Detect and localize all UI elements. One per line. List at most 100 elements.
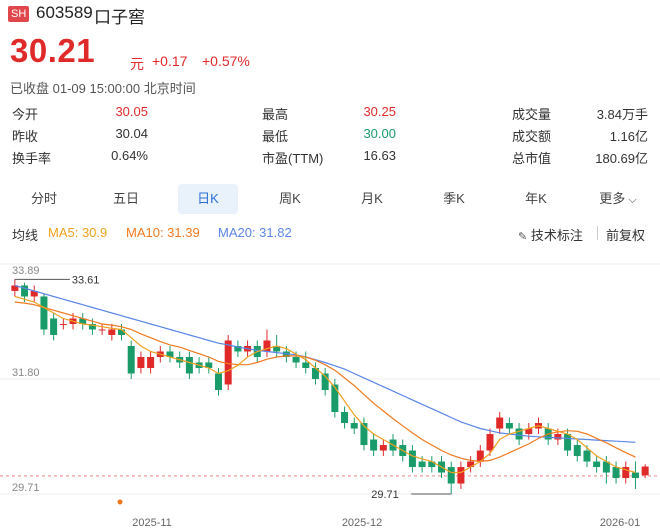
stat-label: 总市值	[512, 151, 552, 166]
indicator-button[interactable]: ✎ 技术标注	[518, 225, 583, 244]
candle-body	[321, 373, 329, 391]
adjust-button[interactable]: 前复权	[606, 228, 646, 243]
y-tick-label: 33.89	[12, 265, 40, 277]
candle-body	[379, 445, 387, 451]
candle-body	[564, 434, 572, 451]
tab-label: 月K	[361, 191, 383, 206]
stat-label: 最高	[262, 107, 289, 122]
candle-body	[11, 285, 19, 291]
kline-chart[interactable]: 33.89 31.80 29.71 33.61 29.71 2025-11 2025-12 2…	[0, 252, 660, 532]
tab-2[interactable]: 日K	[178, 184, 238, 214]
candle-body	[641, 466, 649, 476]
candle-body	[573, 445, 581, 457]
candle-body	[137, 356, 145, 368]
stat-label: 最低	[262, 129, 289, 144]
candle-body	[98, 329, 106, 331]
candle-body	[350, 423, 358, 429]
tab-label: 更多	[599, 191, 626, 206]
stat-label: 成交额	[512, 129, 552, 144]
price-change-pct: +0.57%	[202, 53, 250, 69]
tab-4[interactable]: 月K	[342, 184, 402, 214]
y-tick-label: 29.71	[12, 482, 40, 494]
candle-body	[214, 373, 222, 391]
candle-body	[108, 329, 116, 335]
candle-body	[583, 450, 591, 462]
stock-code: 603589	[36, 3, 93, 22]
candle-body	[292, 356, 300, 363]
candle-body	[360, 423, 368, 446]
tab-label: 五日	[112, 191, 139, 206]
candle-body	[79, 318, 87, 324]
tab-3[interactable]: 周K	[260, 184, 320, 214]
event-marker-dot	[117, 499, 123, 505]
candle-body	[234, 345, 242, 352]
candle-body	[486, 434, 494, 451]
candle-body	[631, 472, 639, 479]
x-tick-label: 2025-11	[132, 517, 172, 529]
x-tick-label: 2025-12	[342, 517, 382, 529]
stat-label: 市盈(TTM)	[262, 151, 324, 166]
tab-label: 年K	[525, 191, 547, 206]
candle-body	[622, 467, 630, 479]
candle-body	[147, 356, 155, 368]
stat-label: 今开	[12, 107, 39, 122]
candle-body	[302, 362, 310, 368]
candle-body	[30, 290, 38, 297]
candle-body	[127, 345, 135, 374]
candle-body	[467, 461, 475, 468]
tab-7[interactable]: 更多 ⌵	[588, 184, 648, 214]
candle-body	[593, 461, 601, 468]
candle-body	[166, 351, 174, 357]
stat-value: 30.00	[363, 126, 396, 141]
y-tick-label: 31.80	[12, 367, 40, 379]
tab-0[interactable]: 分时	[14, 184, 74, 214]
ma-legend-label: 均线	[12, 228, 39, 243]
candle-body	[515, 428, 523, 440]
candle-body	[311, 367, 319, 379]
candle-body	[408, 450, 416, 468]
candle-body	[602, 461, 610, 473]
market-status: 已收盘 01-09 15:00:00 北京时间	[10, 81, 196, 96]
tab-5[interactable]: 季K	[424, 184, 484, 214]
candle-body	[205, 362, 213, 368]
chevron-down-icon: ⌵	[625, 194, 637, 206]
candle-body	[263, 340, 271, 352]
candle-body	[476, 450, 484, 462]
candle-body	[273, 345, 281, 352]
candle-body	[341, 412, 349, 424]
stat-label: 换手率	[12, 151, 52, 166]
market-badge: SH	[8, 6, 30, 22]
candle-body	[428, 461, 436, 468]
ma20-line	[14, 284, 636, 443]
stat-label: 成交量	[512, 107, 552, 122]
tab-label: 分时	[30, 191, 57, 206]
candle-body	[40, 296, 48, 330]
stat-value: 180.69亿	[595, 151, 648, 166]
ma10-line	[14, 301, 636, 463]
stat-value: 3.84万手	[596, 107, 648, 122]
candle-body	[59, 323, 67, 325]
candle-body	[505, 423, 513, 429]
indicator-label: 技术标注	[530, 228, 583, 243]
high-annotation: 33.61	[72, 274, 100, 286]
x-tick-label: 2026-01	[600, 517, 640, 529]
stat-value: 30.04	[115, 126, 148, 141]
tab-1[interactable]: 五日	[96, 184, 156, 214]
candle-body	[370, 439, 378, 451]
price-change: +0.17	[152, 53, 188, 69]
candle-body	[118, 329, 126, 335]
candle-body	[457, 467, 465, 484]
pen-icon: ✎	[518, 231, 528, 243]
candle-body	[525, 428, 533, 435]
ma5-legend: MA5: 30.9	[48, 225, 108, 240]
ma20-legend: MA20: 31.82	[218, 225, 292, 240]
candle-body	[50, 318, 58, 335]
stat-value: 1.16亿	[609, 129, 648, 144]
ma5-line	[14, 295, 636, 474]
stat-value: 30.05	[115, 104, 148, 119]
tab-6[interactable]: 年K	[506, 184, 566, 214]
stock-name: 口子窖	[94, 8, 145, 27]
ma10-legend: MA10: 31.39	[126, 225, 200, 240]
stat-value: 16.63	[363, 148, 396, 163]
candle-body	[21, 285, 29, 297]
